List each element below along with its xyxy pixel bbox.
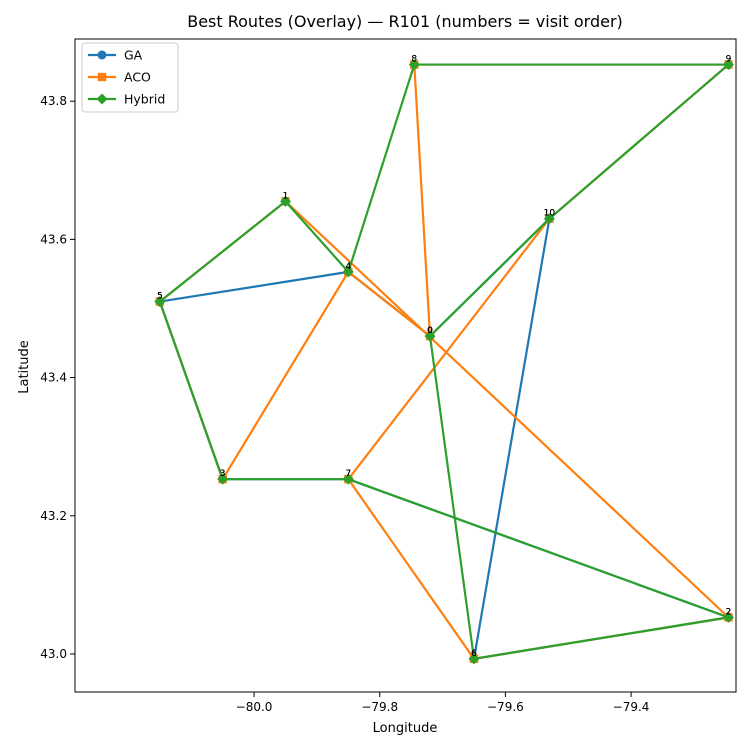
ga-visit-label: 5 xyxy=(157,292,163,302)
hybrid-visit-label: 6 xyxy=(471,649,477,659)
aco-visit-label: 3 xyxy=(220,469,226,479)
aco-visit-label: 5 xyxy=(157,292,163,302)
legend-swatch-marker xyxy=(97,50,107,60)
ga-visit-label: 2 xyxy=(726,607,732,617)
hybrid-point-node-10 xyxy=(543,213,555,225)
hybrid-visit-label: 5 xyxy=(157,292,163,302)
hybrid-route-line xyxy=(158,63,730,660)
legend: GA ACO Hybrid xyxy=(81,42,179,113)
hybrid-visit-label: 10 xyxy=(544,209,556,219)
hybrid-point-node-2 xyxy=(722,611,734,623)
hybrid-visit-label: 3 xyxy=(220,469,226,479)
legend-item-ga: GA xyxy=(88,48,143,63)
ga-visit-label: 7 xyxy=(345,469,351,479)
hybrid-point-node-9 xyxy=(722,59,734,71)
hybrid-point-node-4 xyxy=(342,266,354,278)
hybrid-visit-label: 8 xyxy=(411,55,417,65)
y-tick-label: 43.4 xyxy=(40,371,67,385)
plot-frame xyxy=(74,38,737,693)
hybrid-visit-label: 1 xyxy=(283,191,289,201)
hybrid-visit-label: 2 xyxy=(726,607,732,617)
aco-visit-label: 1 xyxy=(283,191,289,201)
legend-label: Hybrid xyxy=(124,92,165,107)
ga-visit-label: 0 xyxy=(427,326,433,336)
legend-swatch-marker xyxy=(97,72,107,82)
series-hybrid xyxy=(154,59,734,665)
hybrid-visit-label: 4 xyxy=(345,262,351,272)
y-tick-label: 43.2 xyxy=(40,509,67,523)
aco-visit-label: 10 xyxy=(544,209,556,219)
y-axis-label: Latitude xyxy=(17,340,32,394)
hybrid-visit-label: 0 xyxy=(427,326,433,336)
legend-item-hybrid: Hybrid xyxy=(88,92,165,107)
hybrid-visit-label: 7 xyxy=(345,469,351,479)
aco-visit-label: 6 xyxy=(471,649,477,659)
aco-visit-label: 9 xyxy=(726,55,732,65)
hybrid-point-node-0 xyxy=(424,330,436,342)
hybrid-point-node-5 xyxy=(154,296,166,308)
hybrid-visit-label: 9 xyxy=(726,55,732,65)
x-tick-label: −80.0 xyxy=(236,700,273,714)
legend-box xyxy=(81,42,179,113)
y-tick-label: 43.0 xyxy=(40,647,67,661)
hybrid-point-node-3 xyxy=(217,473,229,485)
y-tick-label: 43.6 xyxy=(40,232,67,246)
ga-visit-label: 4 xyxy=(345,262,351,272)
hybrid-point-node-1 xyxy=(279,195,291,207)
y-tick-label: 43.8 xyxy=(40,94,67,108)
chart-title: Best Routes (Overlay) — R101 (numbers = … xyxy=(187,12,623,31)
aco-visit-label: 0 xyxy=(427,326,433,336)
x-tick-label: −79.8 xyxy=(361,700,398,714)
hybrid-visit-label: 0 xyxy=(427,326,433,336)
hybrid-point-node-6 xyxy=(468,653,480,665)
x-axis-label: Longitude xyxy=(373,721,438,736)
axes: −80.0 −79.8 −79.6 −79.4 43.0 43.2 43.4 43.6 43.8 xyxy=(40,38,737,714)
x-tick-label: −79.6 xyxy=(487,700,524,714)
aco-visit-label: 4 xyxy=(345,262,351,272)
hybrid-point-node-7 xyxy=(342,473,354,485)
aco-visit-label: 0 xyxy=(427,326,433,336)
legend-item-aco: ACO xyxy=(88,70,151,85)
ga-visit-label: 0 xyxy=(427,326,433,336)
hybrid-point-node-8 xyxy=(408,59,420,71)
aco-visit-label: 7 xyxy=(345,469,351,479)
aco-visit-label: 2 xyxy=(726,607,732,617)
legend-label: GA xyxy=(124,48,143,63)
legend-swatch-marker xyxy=(96,93,108,105)
x-tick-label: −79.4 xyxy=(613,700,650,714)
ga-visit-label: 10 xyxy=(544,209,556,219)
ga-visit-label: 3 xyxy=(220,469,226,479)
aco-visit-label: 8 xyxy=(411,55,417,65)
ga-visit-label: 6 xyxy=(471,649,477,659)
legend-label: ACO xyxy=(124,70,151,85)
